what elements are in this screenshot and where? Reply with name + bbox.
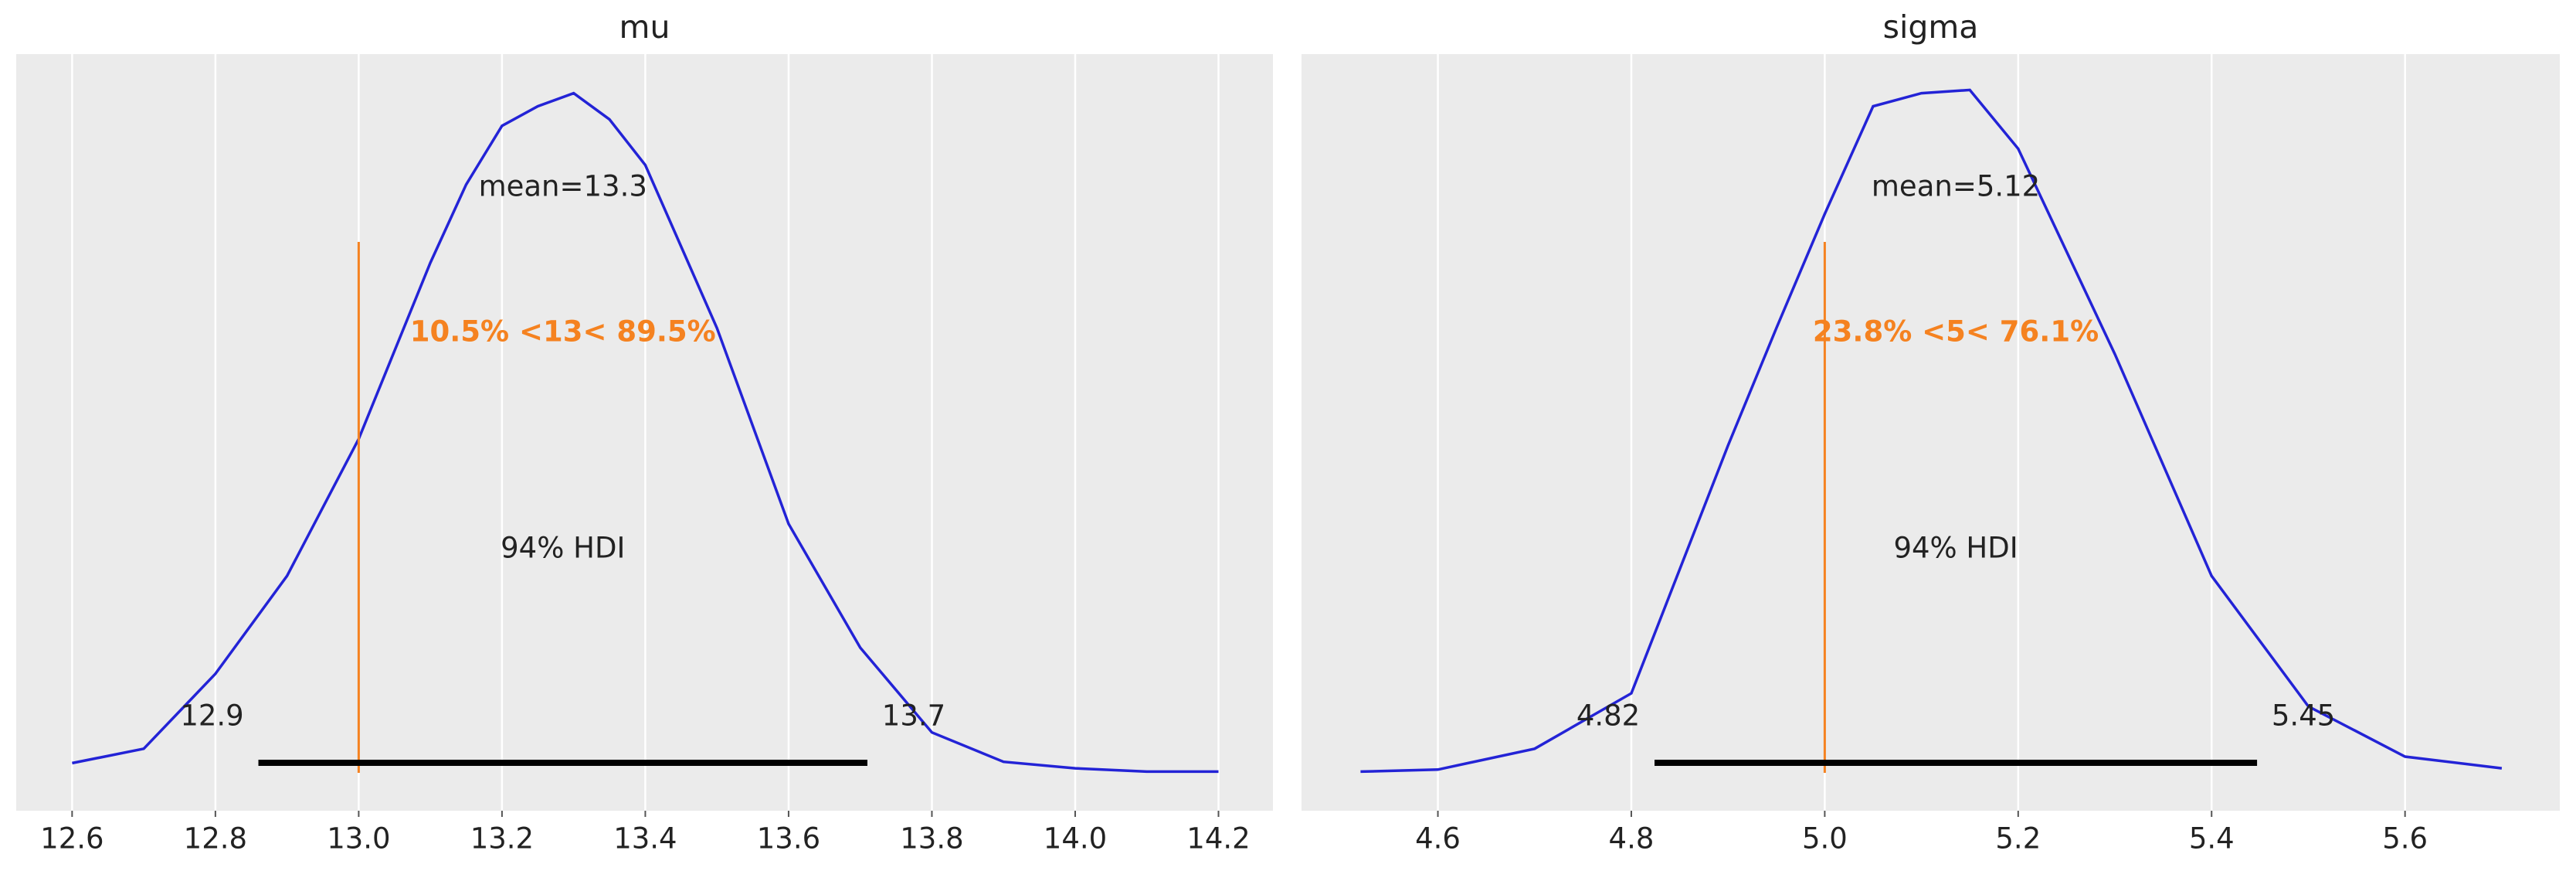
x-tick-label: 13.0 [327, 822, 390, 856]
plot-background [1302, 54, 2560, 811]
hdi-label: 94% HDI [1893, 532, 2018, 565]
mean-label: mean=5.12 [1872, 170, 2040, 203]
x-tick-label: 4.8 [1609, 822, 1655, 856]
hdi-high-label: 13.7 [882, 699, 945, 733]
reference-label: 10.5% <13< 89.5% [410, 315, 716, 349]
x-tick-label: 4.6 [1415, 822, 1461, 856]
x-tick-label: 13.8 [900, 822, 963, 856]
x-tick-label: 5.6 [2382, 822, 2428, 856]
reference-label: 23.8% <5< 76.1% [1813, 315, 2099, 349]
hdi-low-label: 12.9 [180, 699, 243, 733]
x-tick-label: 14.0 [1044, 822, 1107, 856]
x-tick-label: 5.4 [2189, 822, 2235, 856]
x-tick-label: 13.4 [613, 822, 677, 856]
hdi-label: 94% HDI [501, 532, 625, 565]
x-tick-label: 5.0 [1802, 822, 1848, 856]
mean-label: mean=13.3 [479, 170, 647, 203]
x-tick-label: 12.6 [40, 822, 104, 856]
panel-title: sigma [1883, 9, 1979, 46]
panel-title: mu [619, 9, 670, 46]
density-line [1360, 88, 2503, 774]
x-tick-label: 13.2 [470, 822, 534, 856]
x-tick-label: 14.2 [1186, 822, 1250, 856]
hdi-low-label: 4.82 [1576, 699, 1640, 733]
density-line [72, 91, 1219, 774]
hdi-high-label: 5.45 [2272, 699, 2335, 733]
x-tick-label: 12.8 [184, 822, 247, 856]
x-tick-label: 13.6 [757, 822, 820, 856]
x-tick-label: 5.2 [1995, 822, 2041, 856]
